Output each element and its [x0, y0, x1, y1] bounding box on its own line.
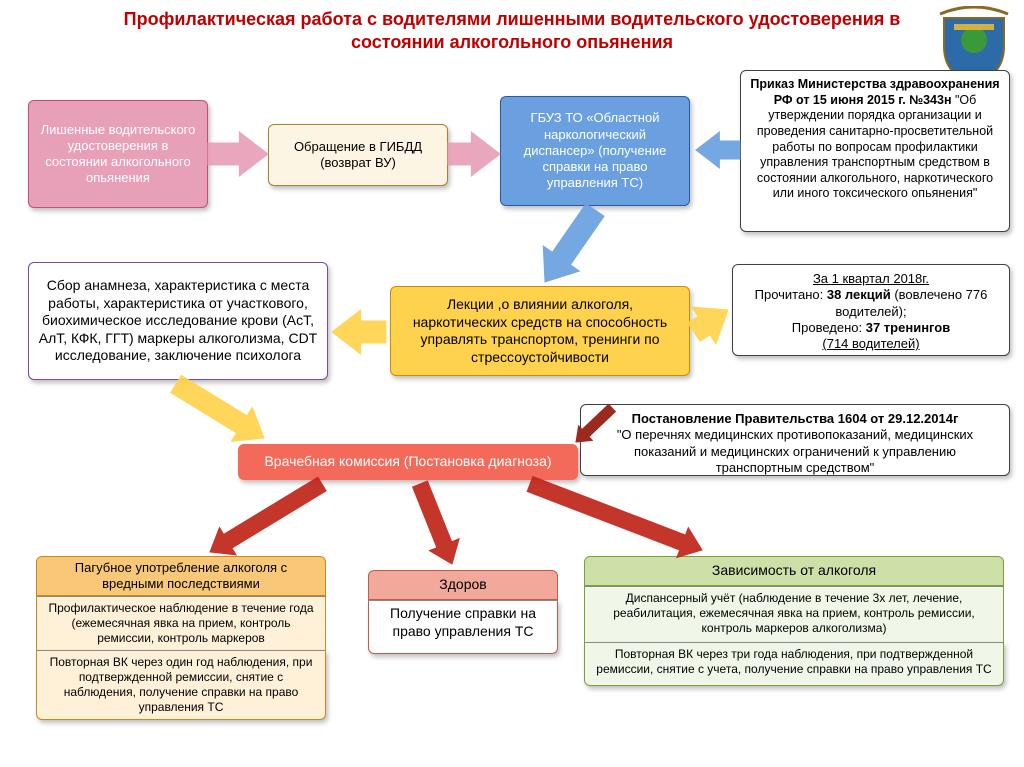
t: 38 лекций: [827, 287, 891, 302]
text: Зависимость от алкоголя: [712, 562, 876, 580]
outcome-dependence-step1: Диспансерный учёт (наблюдение в течение …: [584, 586, 1004, 642]
page-title: Профилактическая работа с водителями лиш…: [120, 8, 904, 53]
box-quarter-stats: За 1 квартал 2018г. Прочитано: 38 лекций…: [732, 264, 1010, 356]
outcome-harmful-header: Пагубное употребление алкоголя с вредным…: [36, 556, 326, 596]
text: Сбор анамнеза, характеристика с места ра…: [37, 277, 319, 365]
t: Проведено:: [792, 320, 866, 335]
text: Врачебная комиссия (Постановка диагноза): [264, 453, 551, 471]
box-deprived-drivers: Лишенные водительского удостоверения в с…: [28, 100, 208, 208]
text: Лекции ,о влиянии алкоголя, наркотически…: [399, 296, 681, 366]
outcome-harmful-step1: Профилактическое наблюдение в течение го…: [36, 596, 326, 650]
text: Лишенные водительского удостоверения в с…: [37, 122, 199, 187]
t: (714 водителей): [822, 336, 919, 351]
box-lectures: Лекции ,о влиянии алкоголя, наркотически…: [390, 286, 690, 376]
t: Прочитано:: [755, 287, 827, 302]
stats-title: За 1 квартал 2018г.: [813, 271, 929, 286]
text: Здоров: [439, 576, 486, 594]
t: 37 тренингов: [866, 320, 950, 335]
outcome-healthy-step1: Получение справки на право управления ТС: [368, 600, 558, 654]
order-body: "Об утверждении порядка организации и пр…: [757, 93, 993, 201]
box-gibdd-appeal: Обращение в ГИБДД (возврат ВУ): [268, 124, 448, 186]
decree-body: "О перечнях медицинских противопоказаний…: [617, 427, 973, 475]
box-anamnesis: Сбор анамнеза, характеристика с места ра…: [28, 262, 328, 380]
text: ГБУЗ ТО «Областной наркологический диспа…: [509, 110, 681, 191]
text: Пагубное употребление алкоголя с вредным…: [45, 560, 317, 593]
box-gov-decree: Постановление Правительства 1604 от 29.1…: [580, 404, 1010, 476]
box-medical-commission: Врачебная комиссия (Постановка диагноза): [238, 444, 578, 480]
decree-title: Постановление Правительства 1604 от 29.1…: [632, 411, 959, 426]
outcome-dependence-header: Зависимость от алкоголя: [584, 556, 1004, 586]
outcome-healthy-header: Здоров: [368, 570, 558, 600]
box-ministry-order: Приказ Министерства здравоохранения РФ о…: [740, 70, 1010, 232]
outcome-dependence-step2: Повторная ВК через три года наблюдения, …: [584, 642, 1004, 686]
text: Обращение в ГИБДД (возврат ВУ): [277, 139, 439, 172]
outcome-harmful-step2: Повторная ВК через один год наблюдения, …: [36, 650, 326, 720]
box-dispensary: ГБУЗ ТО «Областной наркологический диспа…: [500, 96, 690, 206]
